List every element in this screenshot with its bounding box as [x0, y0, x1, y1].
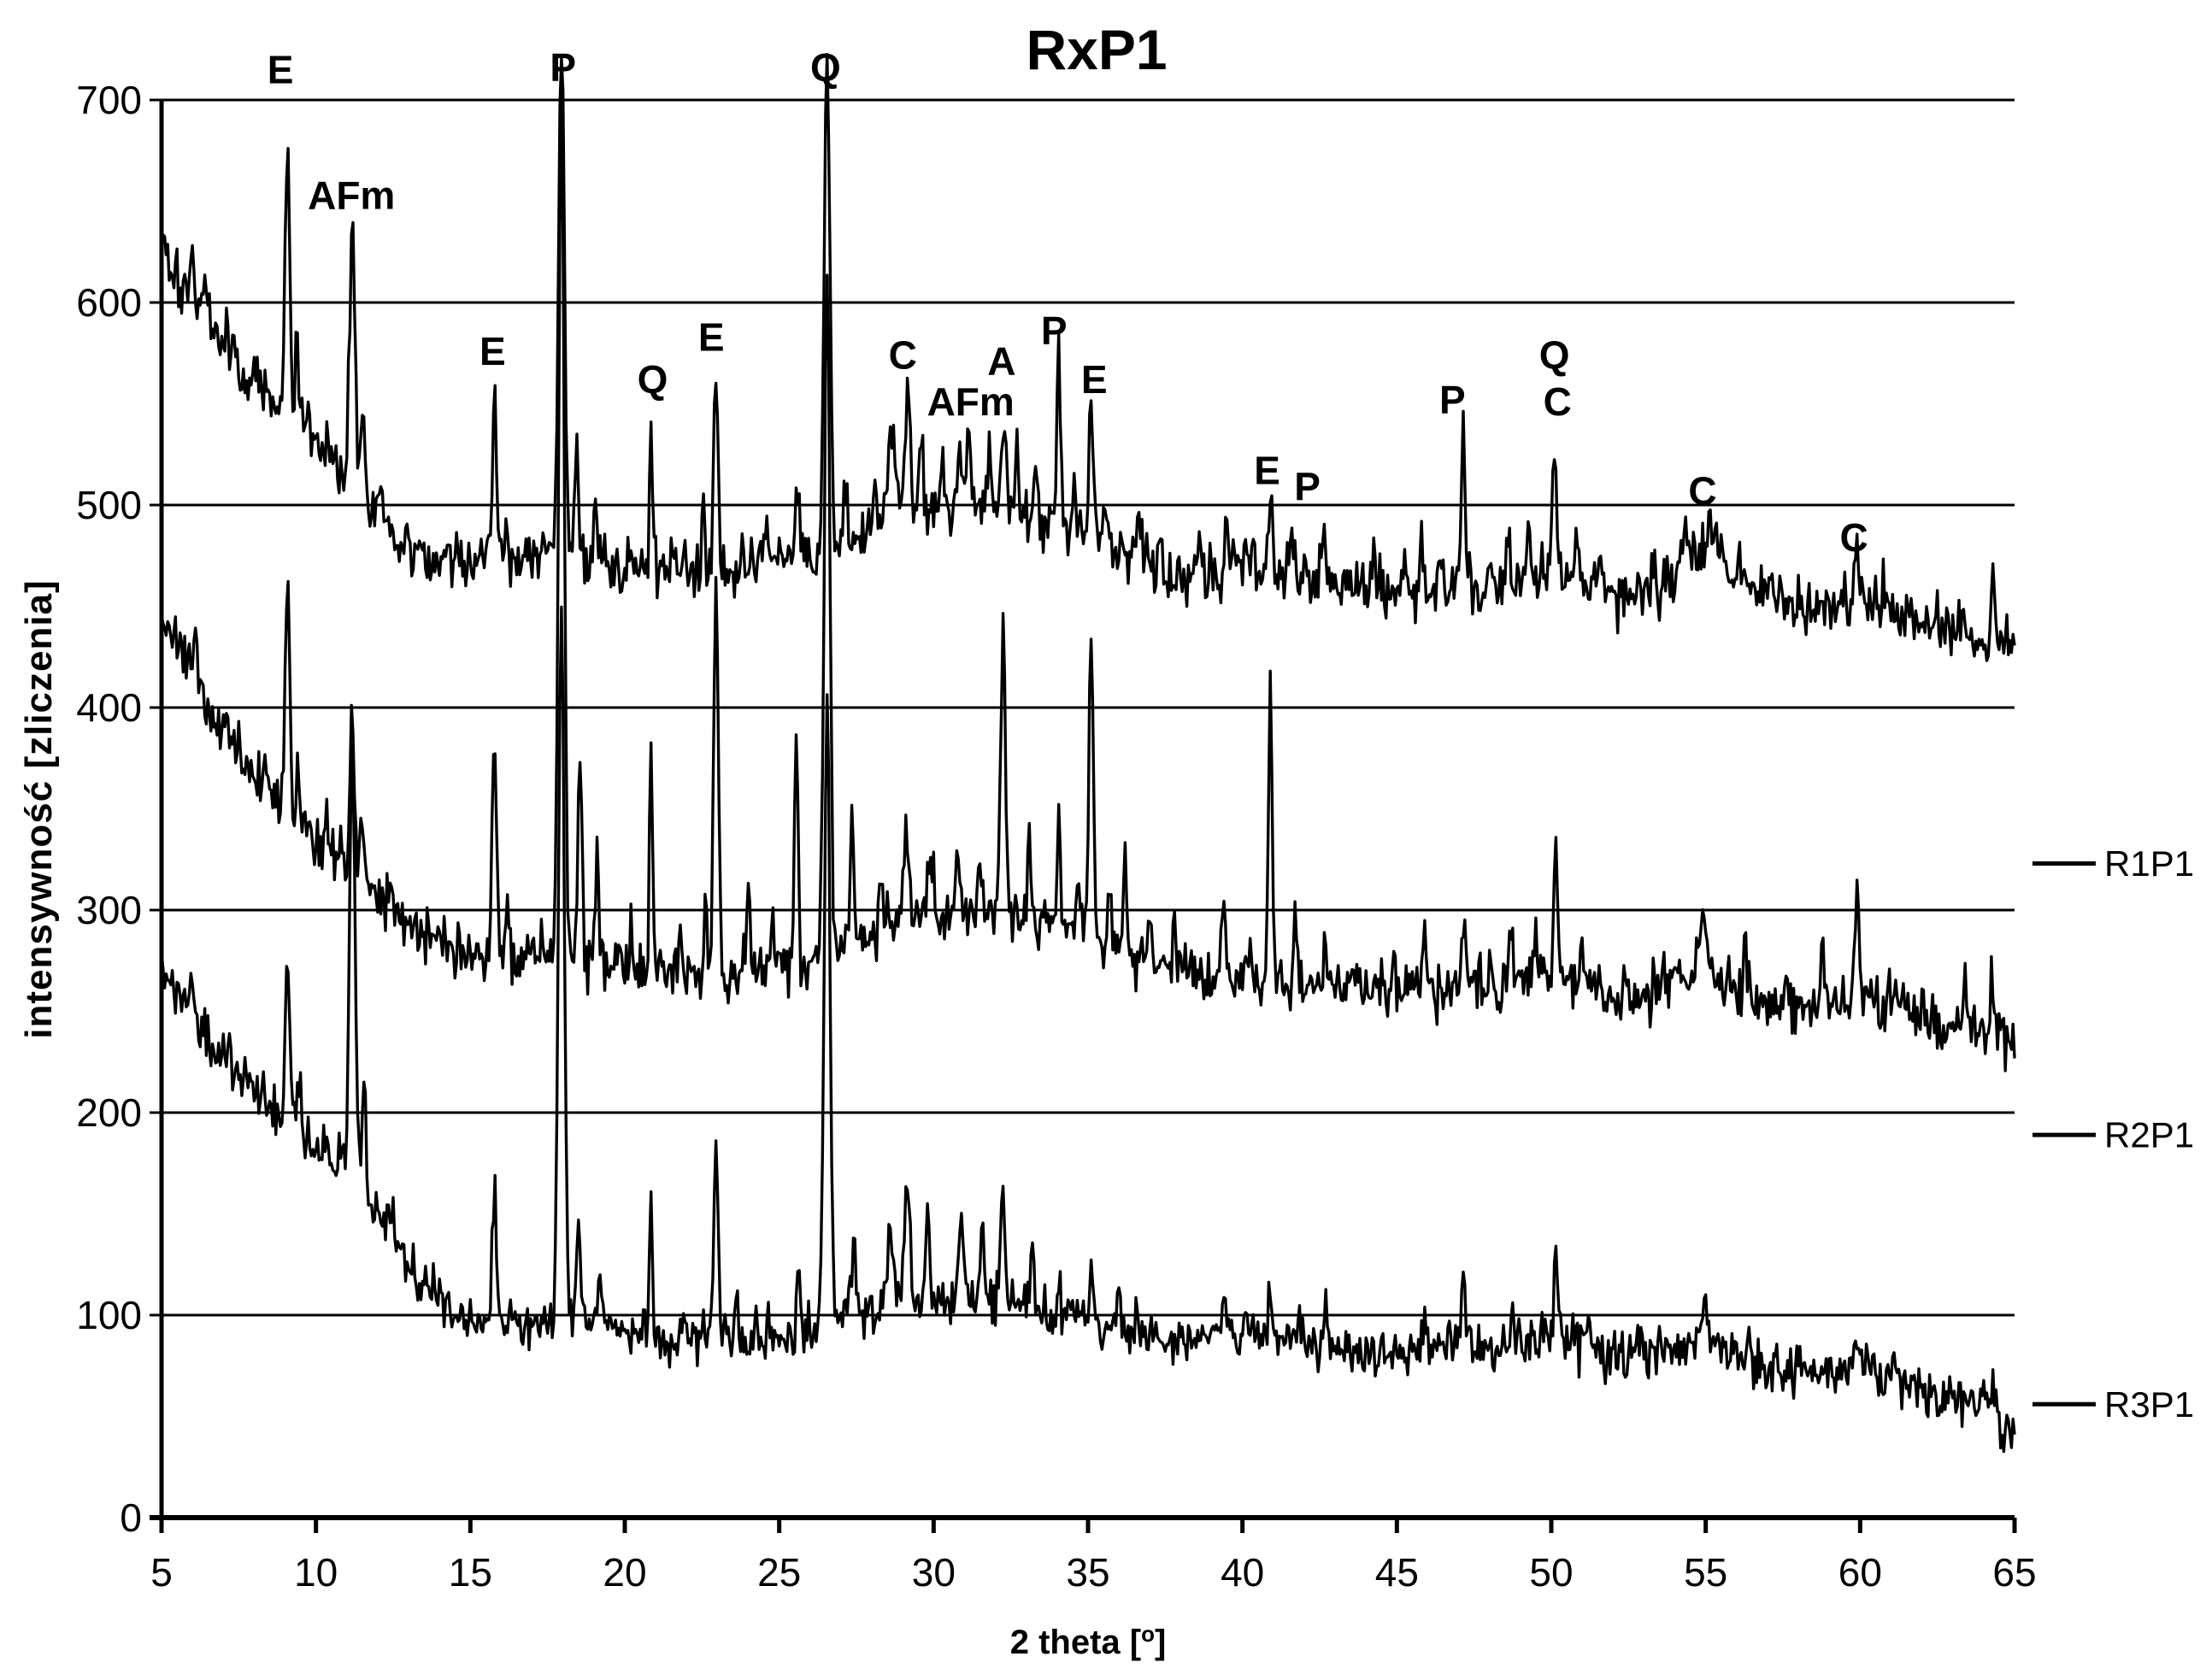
x-tick-label-30: 30: [912, 1550, 956, 1595]
peak-label-Q-4: Q: [638, 357, 668, 402]
peak-label-Q-15: Q: [1539, 333, 1570, 378]
peak-label-E-2: E: [479, 329, 506, 373]
x-tick-label-60: 60: [1838, 1550, 1882, 1595]
peak-label-E-12: E: [1254, 449, 1280, 493]
peak-label-C-18: C: [1839, 515, 1868, 560]
x-axis-title: 2 theta [o]: [1010, 1621, 1167, 1662]
x-axis-title-sup: o: [1141, 1620, 1155, 1647]
x-tick-label-50: 50: [1529, 1550, 1573, 1595]
peak-label-P-13: P: [1294, 465, 1321, 509]
y-tick-label-700: 700: [76, 78, 142, 122]
peak-label-P-3: P: [550, 45, 576, 90]
trace-R1P1: [160, 53, 2016, 662]
x-tick-label-55: 55: [1684, 1550, 1727, 1595]
x-tick-label-15: 15: [449, 1550, 492, 1595]
y-tick-label-0: 0: [120, 1495, 142, 1540]
x-axis-title-close: ]: [1154, 1624, 1167, 1662]
legend-label-R1P1: R1P1: [2104, 843, 2194, 884]
peak-label-AFm-8: AFm: [927, 379, 1015, 424]
peak-label-A-9: A: [987, 339, 1015, 384]
y-tick-label-200: 200: [76, 1090, 142, 1135]
y-tick-label-500: 500: [76, 483, 142, 527]
x-tick-label-45: 45: [1375, 1550, 1419, 1595]
legend-label-R3P1: R3P1: [2104, 1384, 2194, 1424]
y-tick-label-300: 300: [76, 888, 142, 932]
peak-label-E-0: E: [268, 47, 294, 91]
trace-R3P1: [160, 605, 2016, 1454]
chart-title: RxP1: [1026, 18, 1168, 81]
x-tick-label-5: 5: [150, 1550, 173, 1595]
peak-label-C-16: C: [1544, 379, 1572, 424]
y-tick-label-100: 100: [76, 1293, 142, 1337]
peak-label-C-7: C: [889, 333, 917, 378]
legend-label-R2P1: R2P1: [2104, 1115, 2194, 1155]
peak-label-E-5: E: [698, 314, 725, 359]
peak-label-E-11: E: [1081, 357, 1108, 402]
x-axis-title-main: 2 theta [: [1009, 1624, 1142, 1662]
x-tick-label-25: 25: [757, 1550, 801, 1595]
peak-label-Q-6: Q: [810, 45, 841, 90]
x-tick-label-35: 35: [1066, 1550, 1109, 1595]
y-tick-label-600: 600: [76, 280, 142, 325]
peak-label-C-17: C: [1688, 468, 1716, 513]
x-tick-label-65: 65: [1992, 1550, 2036, 1595]
y-tick-label-400: 400: [76, 685, 142, 730]
trace-R2P1: [160, 77, 2016, 1072]
x-tick-label-20: 20: [603, 1550, 646, 1595]
peak-label-P-10: P: [1041, 308, 1068, 353]
peak-label-P-14: P: [1439, 378, 1466, 422]
peak-label-AFm-1: AFm: [308, 173, 395, 217]
x-tick-label-40: 40: [1221, 1550, 1264, 1595]
x-tick-label-10: 10: [294, 1550, 338, 1595]
